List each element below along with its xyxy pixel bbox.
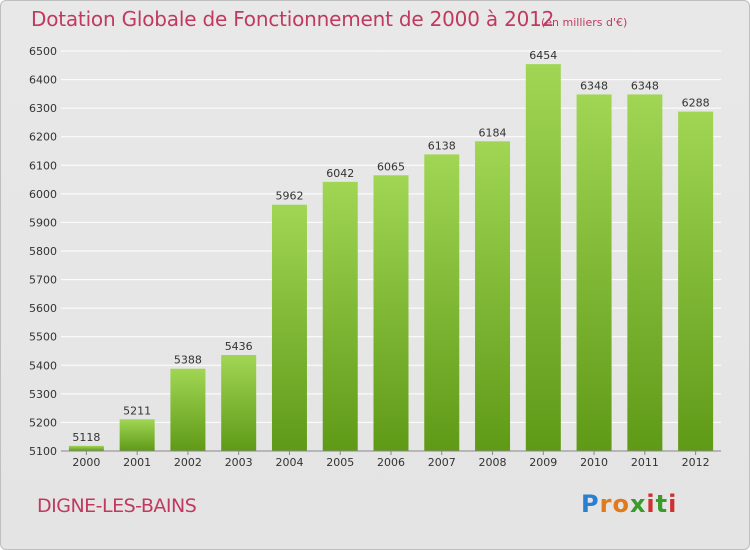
brand-letter: t bbox=[655, 490, 669, 518]
x-tick-label: 2012 bbox=[682, 456, 710, 469]
bar bbox=[373, 175, 409, 452]
y-tick-label: 5200 bbox=[29, 416, 57, 429]
y-tick-label: 5500 bbox=[29, 331, 57, 344]
bar bbox=[221, 355, 257, 451]
bar bbox=[525, 64, 561, 451]
brand-letter: r bbox=[599, 490, 613, 518]
brand-letter: P bbox=[581, 490, 600, 518]
y-tick-label: 5800 bbox=[29, 245, 57, 258]
data-label: 5436 bbox=[225, 340, 253, 353]
brand-logo: Proxiti bbox=[581, 490, 677, 518]
x-tick-label: 2004 bbox=[275, 456, 303, 469]
x-tick-label: 2006 bbox=[377, 456, 405, 469]
y-tick-label: 5300 bbox=[29, 388, 57, 401]
data-label: 6348 bbox=[631, 79, 659, 92]
x-tick-label: 2008 bbox=[479, 456, 507, 469]
bar bbox=[678, 111, 714, 452]
data-label: 5118 bbox=[72, 431, 100, 444]
y-axis-ticks: 5100 5200 5300 5400 5500 5600 5700 5800 5900 6000… bbox=[29, 45, 57, 458]
x-tick-label: 2001 bbox=[123, 456, 151, 469]
data-label: 6454 bbox=[529, 49, 557, 62]
y-tick-label: 6400 bbox=[29, 74, 57, 87]
bar bbox=[475, 141, 511, 452]
bar bbox=[322, 181, 358, 451]
x-tick-label: 2007 bbox=[428, 456, 456, 469]
x-axis-ticks: 2000 2001 2002 2003 2004 2005 2006 2007 2008 2009… bbox=[61, 450, 721, 469]
data-label: 6065 bbox=[377, 160, 405, 173]
data-label: 5388 bbox=[174, 354, 202, 367]
y-tick-label: 6500 bbox=[29, 45, 57, 58]
x-tick-label: 2003 bbox=[225, 456, 253, 469]
x-tick-label: 2005 bbox=[326, 456, 354, 469]
chart-title: Dotation Globale de Fonctionnement de 20… bbox=[31, 7, 555, 31]
bar bbox=[119, 419, 155, 451]
y-tick-label: 6100 bbox=[29, 159, 57, 172]
x-tick-label: 2010 bbox=[580, 456, 608, 469]
bar bbox=[271, 204, 307, 451]
brand-letter: o bbox=[612, 490, 630, 518]
y-tick-label: 5400 bbox=[29, 359, 57, 372]
brand-letter: x bbox=[629, 490, 647, 518]
y-tick-label: 6300 bbox=[29, 102, 57, 115]
bar bbox=[170, 368, 206, 451]
y-tick-label: 5700 bbox=[29, 274, 57, 287]
x-tick-label: 2000 bbox=[72, 456, 100, 469]
y-tick-label: 5600 bbox=[29, 302, 57, 315]
data-label: 6348 bbox=[580, 79, 608, 92]
data-label: 5211 bbox=[123, 404, 151, 417]
bar bbox=[68, 445, 104, 451]
data-label: 6184 bbox=[479, 126, 507, 139]
y-tick-label: 6000 bbox=[29, 188, 57, 201]
y-tick-label: 5100 bbox=[29, 445, 57, 458]
x-tick-label: 2009 bbox=[529, 456, 557, 469]
y-tick-label: 5900 bbox=[29, 216, 57, 229]
brand-letter: i bbox=[646, 490, 656, 518]
chart-subtitle: (en milliers d'€) bbox=[541, 16, 628, 29]
city-name: DIGNE-LES-BAINS bbox=[37, 495, 197, 517]
data-label: 5962 bbox=[275, 190, 303, 203]
bar bbox=[627, 94, 663, 451]
bars bbox=[68, 64, 714, 452]
data-label: 6288 bbox=[682, 97, 710, 110]
bar bbox=[424, 154, 460, 451]
brand-letter: i bbox=[668, 490, 678, 518]
data-label: 6042 bbox=[326, 167, 354, 180]
x-tick-label: 2011 bbox=[631, 456, 659, 469]
bar bbox=[576, 94, 612, 451]
y-tick-label: 6200 bbox=[29, 131, 57, 144]
data-label: 6138 bbox=[428, 139, 456, 152]
data-labels: 5118 5211 5388 5436 5962 6042 6065 6138 6184 6454… bbox=[72, 49, 709, 444]
x-tick-label: 2002 bbox=[174, 456, 202, 469]
